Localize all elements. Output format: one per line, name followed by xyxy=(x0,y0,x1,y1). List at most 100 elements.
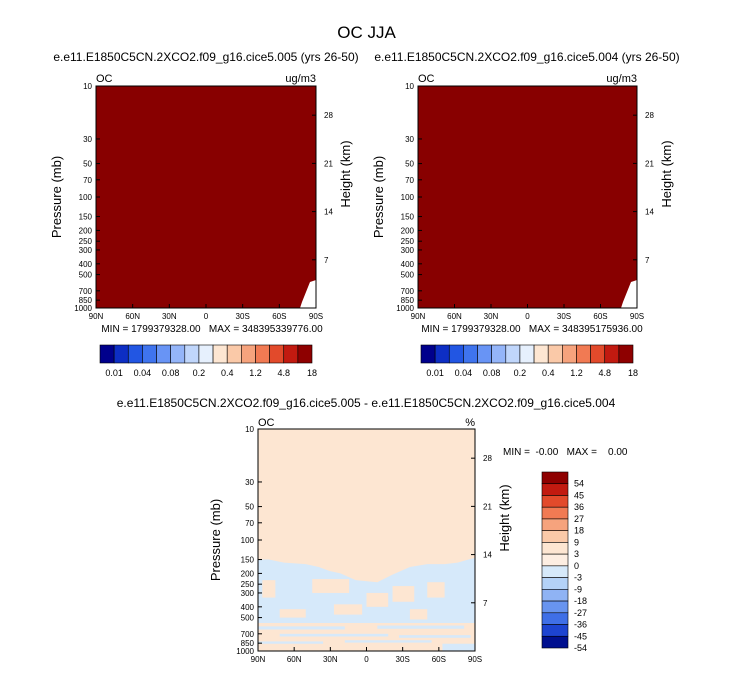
colorbar-label: -27 xyxy=(574,608,587,618)
colorbar-box xyxy=(255,344,270,364)
pressure-tick-label: 50 xyxy=(83,160,92,169)
panel-left-ylabel: Pressure (mb) xyxy=(49,156,64,238)
colorbar-label: 18 xyxy=(307,368,317,378)
pressure-tick-label: 50 xyxy=(245,503,254,512)
pressure-tick-label: 250 xyxy=(401,237,415,246)
latitude-tick-label: 90S xyxy=(630,312,644,321)
colorbar-box xyxy=(297,344,313,364)
pressure-tick-label: 850 xyxy=(241,639,255,648)
panel-difference-negative-regions xyxy=(258,557,475,651)
colorbar-box xyxy=(576,344,591,364)
panel-difference-height-axis: 28 21 14 7 xyxy=(471,454,492,608)
latitude-tick-label: 30S xyxy=(236,312,250,321)
colorbar-box xyxy=(541,612,569,625)
panel-difference-units-label: % xyxy=(465,417,475,429)
panel-difference-x-axis: 90N 60N 30N 0 30S 60S 90S xyxy=(251,647,482,664)
height-tick-label: 21 xyxy=(645,159,654,168)
latitude-tick-label: 30S xyxy=(396,655,410,664)
colorbar-box xyxy=(541,542,569,555)
pressure-tick-label: 10 xyxy=(83,82,92,91)
colorbar-box xyxy=(448,344,464,364)
latitude-tick-label: 90N xyxy=(89,312,104,321)
height-tick-label: 28 xyxy=(483,454,492,463)
colorbar-box xyxy=(562,344,577,364)
pressure-tick-label: 850 xyxy=(401,296,415,305)
colorbar-box xyxy=(541,589,569,602)
pressure-tick-label: 1000 xyxy=(236,647,254,656)
colorbar-label: 1.2 xyxy=(249,368,262,378)
pressure-tick-label: 200 xyxy=(241,569,255,578)
colorbar-box xyxy=(590,344,606,364)
colorbar-label: 18 xyxy=(628,368,638,378)
pressure-tick-label: 250 xyxy=(241,580,255,589)
pressure-tick-label: 700 xyxy=(241,630,255,639)
colorbar-label: 0.01 xyxy=(105,368,123,378)
height-tick-label: 7 xyxy=(483,599,488,608)
colorbar-box xyxy=(541,553,569,567)
pressure-tick-label: 30 xyxy=(405,135,414,144)
panel-difference-colorbar xyxy=(541,471,569,649)
panel-left-colorbar xyxy=(99,344,313,364)
height-tick-label: 21 xyxy=(483,502,492,511)
colorbar-box xyxy=(541,600,569,614)
page-title: OC JJA xyxy=(337,23,396,42)
colorbar-box xyxy=(113,344,129,364)
colorbar-box xyxy=(547,344,563,364)
colorbar-box xyxy=(142,344,157,364)
panel-difference-stats: MIN = -0.00 MAX = 0.00 xyxy=(503,447,628,458)
colorbar-label: 36 xyxy=(574,502,584,512)
height-tick-label: 14 xyxy=(645,208,654,217)
colorbar-label: 4.8 xyxy=(277,368,290,378)
panel-right-variable-label: OC xyxy=(418,73,435,85)
panel-right-ylabel: Pressure (mb) xyxy=(371,156,386,238)
pressure-tick-label: 700 xyxy=(79,287,93,296)
colorbar-label: 0.4 xyxy=(542,368,555,378)
latitude-tick-label: 60S xyxy=(272,312,286,321)
panel-right-field xyxy=(418,86,637,308)
pressure-tick-label: 150 xyxy=(241,556,255,565)
panel-right-x-axis: 90N 60N 30N 0 30S 60S 90S xyxy=(411,304,644,321)
colorbar-label: 0.08 xyxy=(483,368,501,378)
pressure-tick-label: 400 xyxy=(241,603,255,612)
panel-left-plot xyxy=(95,85,317,309)
pressure-tick-label: 500 xyxy=(241,614,255,623)
colorbar-box xyxy=(541,495,569,508)
panel-difference: e.e11.E1850C5CN.2XCO2.f09_g16.cice5.005 … xyxy=(117,396,628,664)
colorbar-label: 18 xyxy=(574,526,584,536)
colorbar-box xyxy=(505,344,521,364)
panel-difference-variable-label: OC xyxy=(258,417,275,429)
colorbar-box xyxy=(541,518,569,531)
panel-right-plot xyxy=(417,85,638,309)
colorbar-box xyxy=(541,577,569,590)
colorbar-box xyxy=(212,344,228,364)
latitude-tick-label: 90N xyxy=(411,312,426,321)
panel-left-height-axis: 28 21 14 7 xyxy=(312,111,333,265)
negative-band xyxy=(344,640,432,643)
pressure-tick-label: 30 xyxy=(83,135,92,144)
positive-patch xyxy=(409,609,428,620)
pressure-tick-label: 1000 xyxy=(74,304,92,313)
colorbar-label: -3 xyxy=(574,573,582,583)
latitude-tick-label: 60N xyxy=(125,312,140,321)
colorbar-box xyxy=(269,344,285,364)
colorbar-label: 45 xyxy=(574,490,584,500)
pressure-tick-label: 200 xyxy=(401,226,415,235)
panel-left-x-axis: 90N 60N 30N 0 30S 60S 90S xyxy=(89,304,323,321)
colorbar-label: 54 xyxy=(574,479,584,489)
colorbar-label: -36 xyxy=(574,620,587,630)
colorbar-box xyxy=(477,344,492,364)
panel-difference-plot xyxy=(257,428,476,652)
negative-band xyxy=(279,633,389,637)
panel-left-units-label: ug/m3 xyxy=(285,73,316,85)
height-tick-label: 21 xyxy=(324,159,333,168)
colorbar-box xyxy=(541,635,569,649)
colorbar-label: -54 xyxy=(574,643,587,653)
panel-difference-ylabel-right: Height (km) xyxy=(497,484,512,551)
colorbar-box xyxy=(156,344,171,364)
positive-patch xyxy=(312,579,350,593)
panel-right-terrain-mask xyxy=(621,280,637,308)
panel-difference-ylabel: Pressure (mb) xyxy=(208,499,223,581)
latitude-tick-label: 60S xyxy=(593,312,607,321)
panel-left-field xyxy=(96,86,316,308)
